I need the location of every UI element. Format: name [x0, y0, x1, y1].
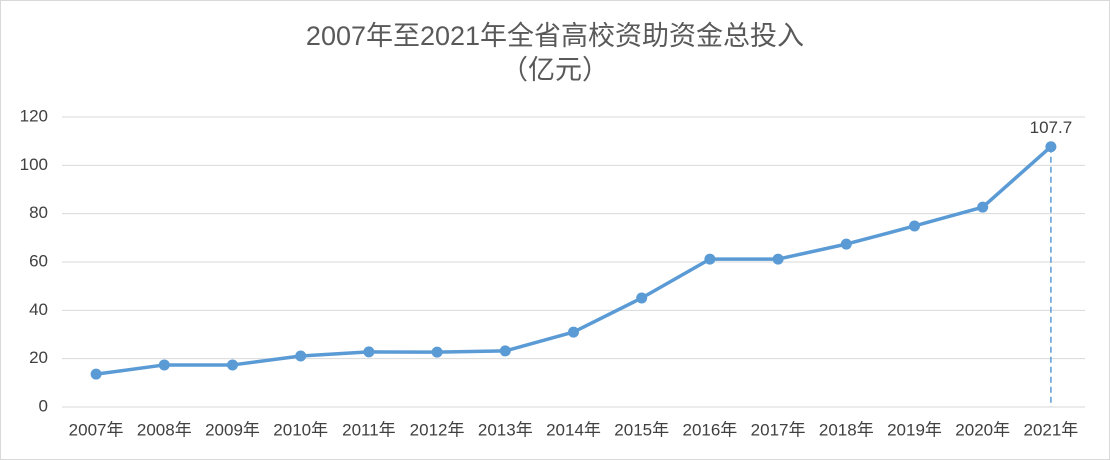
x-tick-label: 2008年 — [137, 420, 192, 439]
data-point — [90, 368, 102, 380]
data-point — [295, 350, 307, 362]
x-tick-label: 2019年 — [887, 420, 942, 439]
data-point — [499, 345, 511, 357]
y-tick-label: 100 — [20, 155, 48, 174]
x-tick-label: 2014年 — [546, 420, 601, 439]
data-point — [909, 220, 920, 232]
x-tick-label: 2012年 — [410, 420, 465, 439]
data-point — [363, 346, 375, 358]
x-tick-label: 2010年 — [273, 420, 328, 439]
x-tick-label: 2013年 — [478, 420, 533, 439]
data-point — [704, 253, 716, 265]
chart-title: 2007年至2021年全省高校资助资金总投入 — [306, 21, 804, 51]
data-point — [158, 359, 170, 371]
y-tick-label: 60 — [29, 251, 48, 270]
data-point — [227, 359, 238, 371]
x-tick-label: 2015年 — [614, 420, 669, 439]
chart-subtitle: （亿元） — [501, 55, 609, 85]
x-tick-label: 2017年 — [751, 420, 806, 439]
data-label: 107.7 — [1030, 118, 1073, 137]
data-point — [840, 238, 852, 250]
y-tick-label: 80 — [29, 203, 48, 222]
y-tick-label: 20 — [29, 348, 48, 367]
x-tick-label: 2020年 — [955, 420, 1010, 439]
y-tick-label: 120 — [20, 106, 48, 125]
data-point — [568, 326, 579, 338]
x-tick-label: 2018年 — [819, 420, 874, 439]
data-point — [431, 346, 443, 358]
data-point — [977, 201, 989, 213]
x-tick-label: 2009年 — [205, 420, 260, 439]
x-tick-label: 2007年 — [69, 420, 124, 439]
data-point — [772, 253, 784, 265]
x-tick-label: 2021年 — [1023, 420, 1078, 439]
data-point — [636, 292, 648, 304]
x-tick-label: 2011年 — [342, 420, 396, 439]
y-tick-label: 0 — [39, 396, 48, 415]
y-tick-label: 40 — [29, 300, 48, 319]
x-tick-label: 2016年 — [682, 420, 737, 439]
